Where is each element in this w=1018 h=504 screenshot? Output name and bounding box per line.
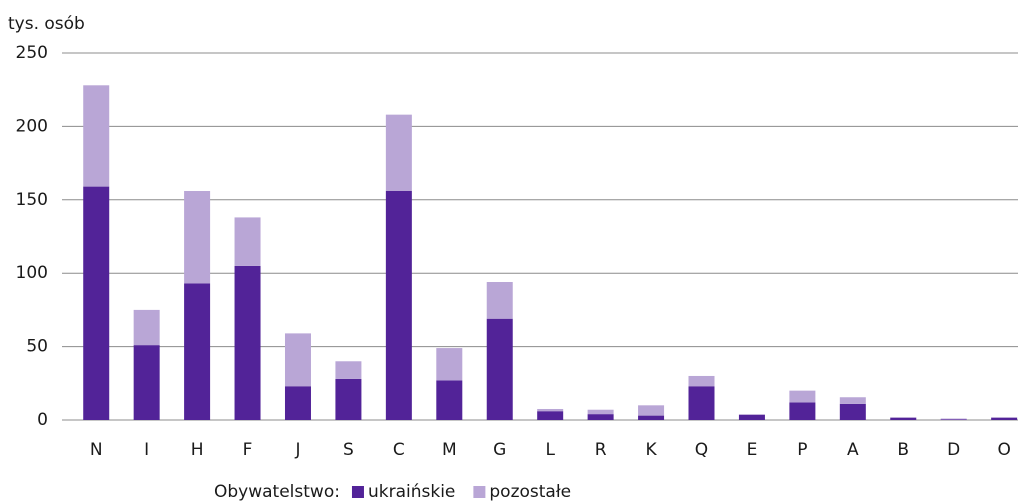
bar-segment: [890, 417, 917, 420]
x-tick-label: O: [997, 440, 1010, 460]
x-tick-label: F: [243, 440, 253, 460]
x-tick-label: I: [144, 440, 149, 460]
x-tick-label: M: [442, 440, 457, 460]
y-tick-label: 0: [37, 410, 48, 430]
x-tick-label: J: [294, 440, 300, 460]
y-tick-label: 50: [26, 337, 48, 357]
bar-segment: [738, 414, 765, 420]
x-tick-label: Q: [695, 440, 708, 460]
bar-segment: [789, 402, 816, 420]
x-tick-label: E: [747, 440, 758, 460]
y-tick-label: 200: [16, 116, 48, 136]
bar-segment: [436, 380, 463, 420]
bar-segment: [184, 283, 211, 420]
legend-swatch: [473, 486, 486, 498]
bar-segment: [789, 390, 816, 403]
bar-segment: [839, 397, 866, 404]
bar-segment: [890, 417, 917, 418]
bar-segment: [486, 282, 513, 319]
y-axis-label: tys. osób: [8, 14, 85, 34]
bar-segment: [688, 386, 715, 420]
bar-segment: [638, 405, 665, 416]
x-tick-label: H: [191, 440, 204, 460]
bar-segment: [486, 318, 513, 420]
bar-segment: [587, 414, 614, 420]
bar-segment: [335, 361, 362, 379]
bar-segment: [638, 415, 665, 420]
x-tick-label: S: [343, 440, 354, 460]
bar-segment: [839, 403, 866, 420]
x-tick-label: A: [847, 440, 859, 460]
bar-segment: [940, 418, 967, 420]
x-tick-label: C: [393, 440, 405, 460]
x-tick-label: D: [947, 440, 960, 460]
x-tick-label: R: [595, 440, 607, 460]
x-tick-label: L: [545, 440, 555, 460]
bar-segment: [184, 190, 211, 284]
bar-segment: [133, 309, 160, 346]
legend-label: ukraińskie: [368, 482, 455, 502]
bar-segment: [940, 419, 967, 420]
x-tick-label: N: [90, 440, 103, 460]
bar-segment: [436, 348, 463, 381]
y-tick-label: 250: [16, 43, 48, 63]
bar-segment: [991, 417, 1018, 420]
bar-segment: [83, 186, 110, 420]
bar-segment: [991, 417, 1018, 418]
bar-segment: [284, 386, 311, 420]
bar-segment: [587, 409, 614, 415]
x-tick-label: P: [797, 440, 807, 460]
legend-swatch: [351, 486, 364, 498]
y-tick-label: 150: [16, 190, 48, 210]
bar-segment: [335, 378, 362, 420]
bar-segment: [537, 411, 564, 420]
y-tick-label: 100: [16, 263, 48, 283]
x-tick-label: K: [645, 440, 657, 460]
legend-label: pozostałe: [489, 482, 571, 502]
bar-segment: [688, 375, 715, 387]
x-tick-label: G: [493, 440, 506, 460]
bar-segment: [83, 85, 110, 187]
x-tick-label: B: [897, 440, 909, 460]
bar-segment: [738, 414, 765, 415]
bar-segment: [385, 190, 412, 420]
bar-segment: [234, 217, 261, 266]
bar-segment: [133, 345, 160, 420]
legend-title: Obywatelstwo:: [214, 482, 340, 502]
bar-segment: [537, 408, 564, 412]
bar-segment: [284, 333, 311, 387]
bar-segment: [385, 114, 412, 191]
bar-segment: [234, 265, 261, 420]
